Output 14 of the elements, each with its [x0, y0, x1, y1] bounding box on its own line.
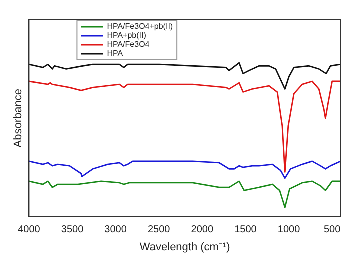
x-tick-label: 1500 — [234, 224, 258, 236]
legend-label: HPA — [107, 49, 124, 58]
x-tick-label: 2000 — [191, 224, 214, 236]
x-tick-label: 500 — [324, 224, 342, 236]
x-tick-label: 3500 — [61, 224, 84, 236]
x-tick-label: 2500 — [148, 224, 171, 236]
x-tick-label: 4000 — [18, 224, 41, 236]
y-axis-title: Absorbance — [12, 89, 25, 148]
legend-label: HPA+pb(II) — [107, 31, 147, 40]
x-axis-title: Wavelength (cm⁻¹) — [140, 241, 230, 254]
x-tick-label: 1000 — [278, 224, 301, 236]
x-tick-label: 3000 — [104, 224, 128, 236]
legend-label: HPA/Fe3O4 — [107, 40, 150, 50]
legend-label: HPA/Fe3O4+pb(II) — [107, 22, 174, 32]
